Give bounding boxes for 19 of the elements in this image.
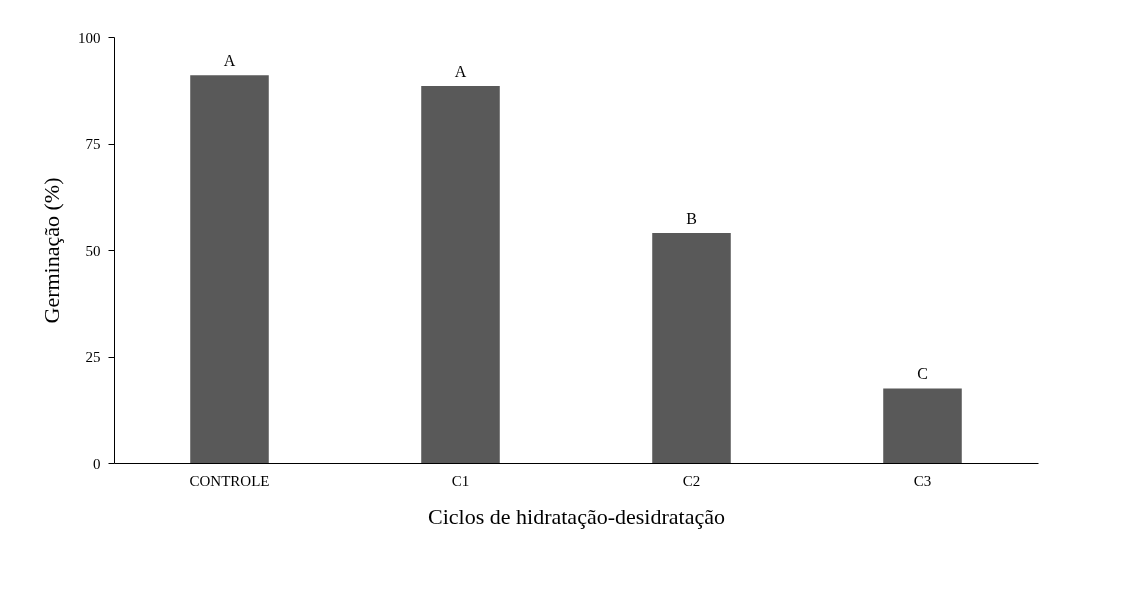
y-tick-label: 75 [85, 136, 101, 152]
y-tick-label: 50 [85, 242, 101, 259]
x-axis-title: Ciclos de hidratação-desidratação [428, 503, 725, 529]
x-tick-label: CONTROLE [189, 472, 270, 489]
bar [652, 232, 731, 463]
y-axis-title: Germinação (%) [39, 177, 64, 324]
annotation: B [686, 209, 697, 227]
x-tick-label: C3 [913, 472, 932, 489]
bar [883, 388, 962, 463]
y-tick-label: 25 [85, 349, 101, 365]
y-tick-label: 100 [78, 29, 101, 46]
bar [421, 85, 500, 463]
bar [190, 75, 269, 463]
y-tick-label: 0 [93, 455, 101, 472]
annotation: C [917, 365, 928, 383]
x-tick-label: C2 [682, 472, 701, 489]
x-tick-label: C1 [451, 472, 470, 489]
annotation: A [454, 62, 467, 80]
annotation: A [223, 52, 236, 70]
